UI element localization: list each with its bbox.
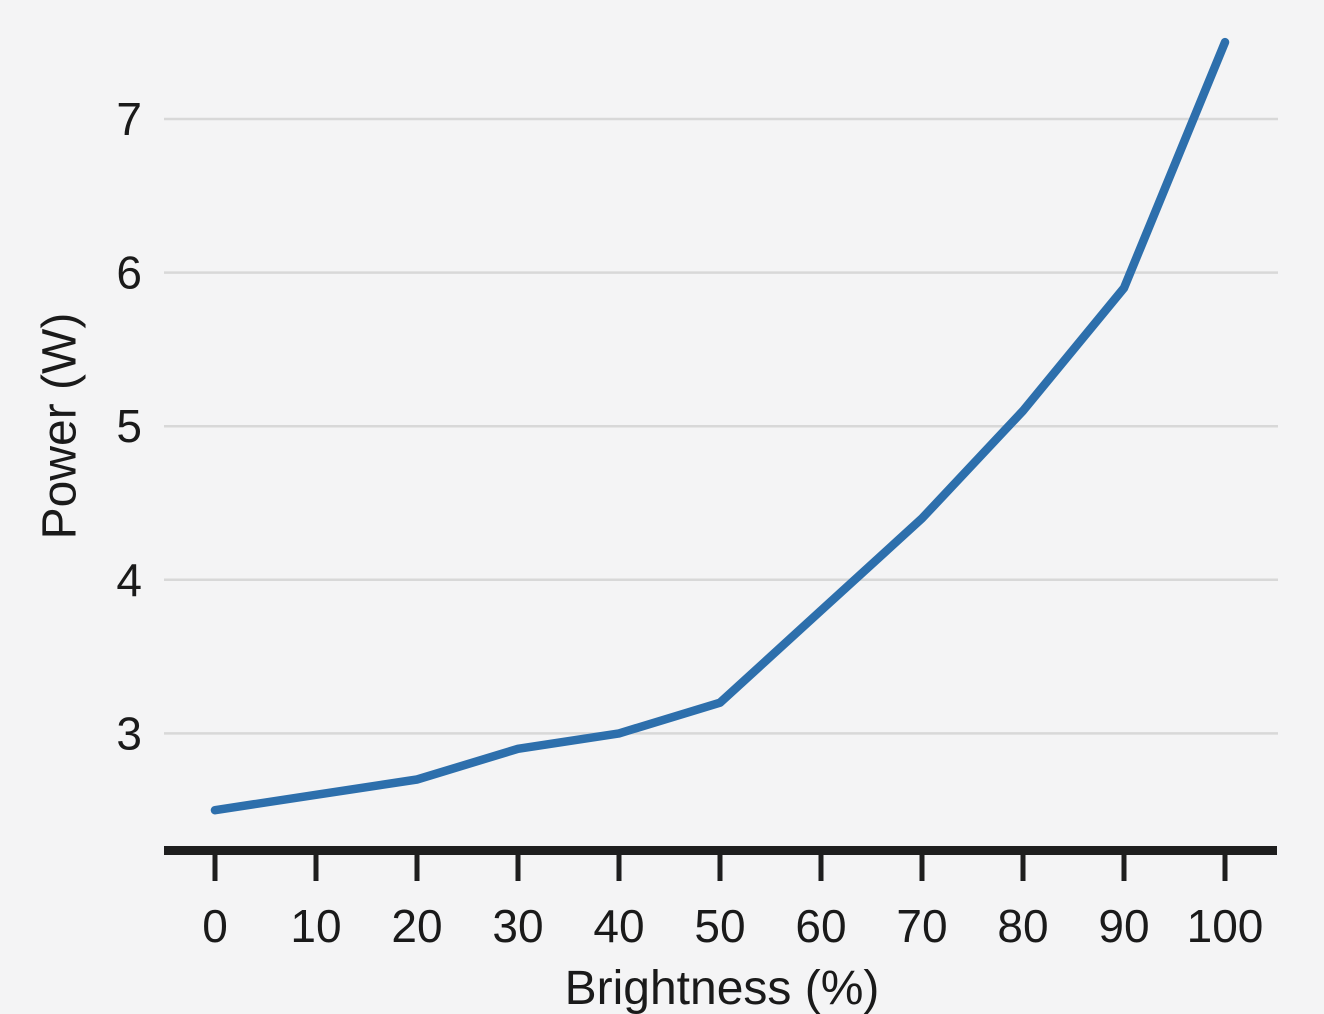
x-tick-mark bbox=[212, 850, 218, 881]
y-tick-label: 5 bbox=[116, 400, 142, 452]
x-axis-tick-labels: 0 10 20 30 40 50 60 70 80 90 100 bbox=[202, 900, 1263, 952]
x-tick-label: 30 bbox=[492, 900, 543, 952]
x-tick-mark bbox=[313, 850, 319, 881]
y-axis-tick-labels: 3 4 5 6 7 bbox=[116, 93, 142, 759]
x-tick-mark bbox=[1121, 850, 1127, 881]
x-tick-mark bbox=[919, 850, 925, 881]
x-tick-mark bbox=[1222, 850, 1228, 881]
x-tick-mark bbox=[1020, 850, 1026, 881]
x-tick-label: 90 bbox=[1098, 900, 1149, 952]
x-tick-mark bbox=[414, 850, 420, 881]
x-tick-label: 50 bbox=[694, 900, 745, 952]
x-tick-mark bbox=[616, 850, 622, 881]
y-tick-label: 6 bbox=[116, 247, 142, 299]
x-tick-mark bbox=[818, 850, 824, 881]
x-tick-mark bbox=[515, 850, 521, 881]
y-axis-title: Power (W) bbox=[34, 313, 87, 540]
power-line-series bbox=[210, 37, 1230, 815]
x-tick-label: 0 bbox=[202, 900, 228, 952]
y-tick-label: 7 bbox=[116, 93, 142, 145]
gridlines bbox=[164, 117, 1278, 735]
x-tick-label: 70 bbox=[896, 900, 947, 952]
x-tick-label: 60 bbox=[795, 900, 846, 952]
x-tick-label: 20 bbox=[391, 900, 442, 952]
x-tick-mark bbox=[717, 850, 723, 881]
y-tick-label: 4 bbox=[116, 554, 142, 606]
x-axis-title: Brightness (%) bbox=[565, 962, 880, 1014]
y-tick-label: 3 bbox=[116, 707, 142, 759]
x-axis-tick-marks bbox=[212, 850, 1228, 881]
x-tick-label: 40 bbox=[593, 900, 644, 952]
x-tick-label: 10 bbox=[290, 900, 341, 952]
x-tick-label: 80 bbox=[997, 900, 1048, 952]
x-tick-label: 100 bbox=[1187, 900, 1264, 952]
